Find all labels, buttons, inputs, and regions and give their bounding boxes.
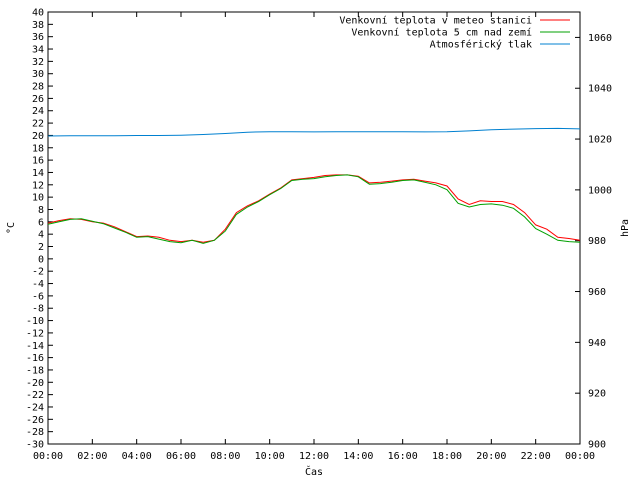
y-tick-label: 10 [32,193,44,204]
y-tick-label: -14 [26,341,44,352]
y-tick-label: 36 [32,32,44,43]
x-tick-label: 02:00 [77,451,107,462]
x-tick-label: 12:00 [299,451,329,462]
x-tick-label: 00:00 [565,451,595,462]
series-line-0 [47,174,581,243]
y-tick-label: -26 [26,415,44,426]
y2-tick-label: 1040 [588,84,612,95]
x-tick-label: 16:00 [388,451,418,462]
y-tick-label: 16 [32,156,44,167]
x-tick-label: 22:00 [521,451,551,462]
y-tick-label: 20 [32,131,44,142]
y-tick-label: -28 [26,427,44,438]
x-tick-label: 18:00 [432,451,462,462]
y-tick-label: -16 [26,353,44,364]
y-tick-label: 18 [32,143,44,154]
y2-tick-label: 980 [588,236,606,247]
y-tick-label: 6 [38,217,44,228]
x-tick-label: 06:00 [166,451,196,462]
series-line-1 [47,174,581,244]
y-tick-label: 4 [38,230,44,241]
y-tick-label: 8 [38,205,44,216]
y2-tick-label: 940 [588,338,606,349]
legend-label-2: Atmosférický tlak [430,39,532,51]
y2-axis-label: hPa [620,219,631,237]
x-axis-label: Čas [305,465,323,478]
y2-tick-label: 920 [588,389,606,400]
x-tick-label: 20:00 [476,451,506,462]
x-axis: 00:00 02:00 04:00 06:00 08:00 10:00 12:00 14:00… [33,12,595,462]
y-tick-label: -10 [26,316,44,327]
y2-axis: 1060 1040 1020 1000 980 960 940 920 900 [575,33,612,451]
y2-tick-label: 960 [588,287,606,298]
x-tick-label: 10:00 [255,451,285,462]
y-axis-label: °C [6,222,17,234]
x-tick-label: 00:00 [33,451,63,462]
y-tick-label: 30 [32,69,44,80]
y-tick-label: 32 [32,57,44,68]
y2-tick-label: 900 [588,440,606,451]
y-tick-label: 12 [32,180,44,191]
y-tick-label: -2 [32,267,44,278]
y2-tick-label: 1000 [588,185,612,196]
y-tick-label: 34 [32,45,44,56]
y-axis: 4038363432302826242220181614121086420-2-… [26,8,53,451]
y-tick-label: -24 [26,402,44,413]
series-line-2 [47,127,581,137]
y-tick-label: 14 [32,168,44,179]
y-tick-label: 38 [32,20,44,31]
legend-label-1: Venkovní teplota 5 cm nad zemí [351,27,532,39]
x-tick-label: 04:00 [122,451,152,462]
series-lines [47,127,581,244]
y-tick-label: -4 [32,279,44,290]
legend-label-0: Venkovní teplota v meteo stanici [339,15,532,27]
y-tick-label: -20 [26,378,44,389]
y2-tick-label: 1020 [588,135,612,146]
y-tick-label: 40 [32,8,44,19]
y-tick-label: -18 [26,365,44,376]
y-tick-label: 24 [32,106,44,117]
y-tick-label: -8 [32,304,44,315]
y2-tick-label: 1060 [588,33,612,44]
y-tick-label: 2 [38,242,44,253]
y-tick-label: -22 [26,390,44,401]
plot-frame [47,11,581,445]
x-tick-label: 14:00 [343,451,373,462]
x-tick-label: 08:00 [210,451,240,462]
y-tick-label: 28 [32,82,44,93]
legend: Venkovní teplota v meteo staniciVenkovní… [339,15,570,51]
y-tick-label: 22 [32,119,44,130]
y-tick-label: -12 [26,328,44,339]
y-tick-label: 26 [32,94,44,105]
y-tick-label: -30 [26,440,44,451]
y-tick-label: 0 [38,254,44,265]
y-tick-label: -6 [32,291,44,302]
